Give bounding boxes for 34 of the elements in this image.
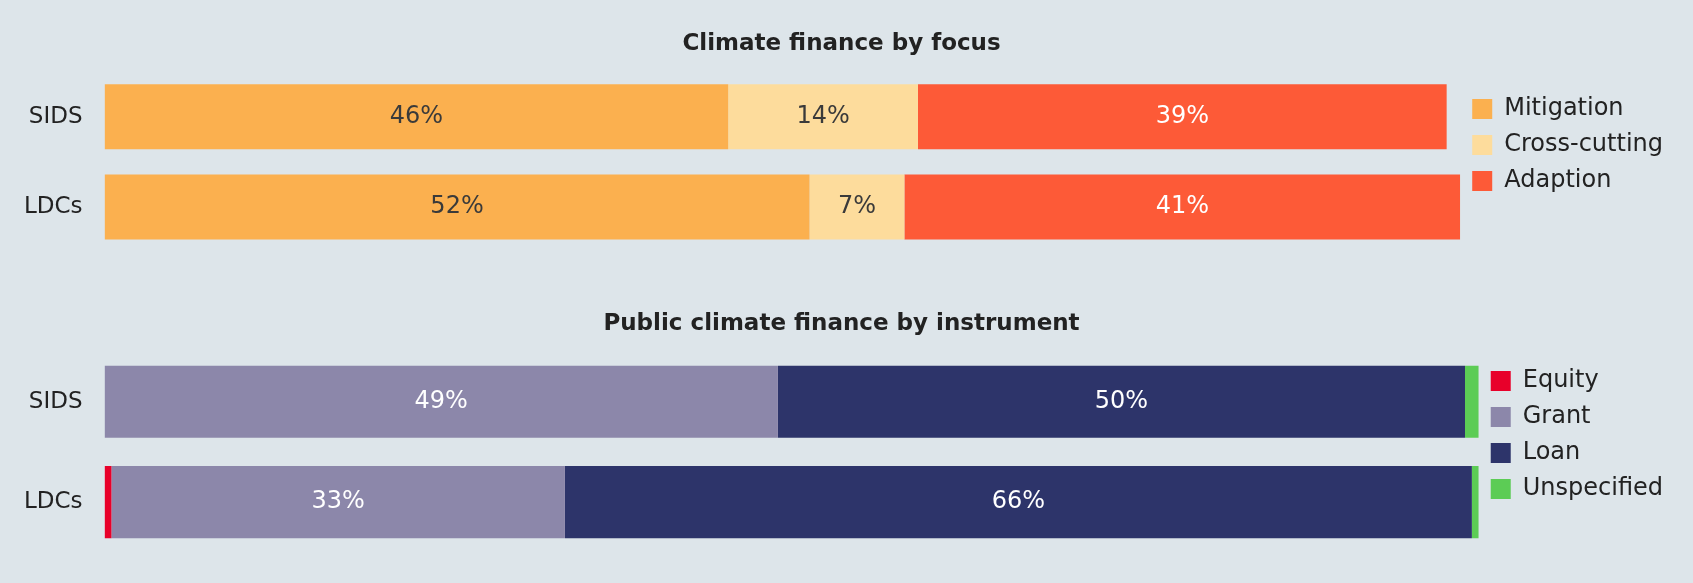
y-tick-label: SIDS [28, 386, 83, 413]
bar [104, 84, 729, 150]
legend-label: Loan [1522, 437, 1581, 466]
legend-label: Grant [1522, 401, 1591, 430]
data-label: 33% [311, 486, 365, 515]
y-tick-label: LDCs [23, 487, 83, 514]
data-label: 46% [389, 100, 444, 129]
bar [809, 174, 905, 240]
y-tick-label: LDCs [23, 192, 83, 219]
y-tick-label: SIDS [28, 101, 83, 128]
bar [904, 174, 1461, 240]
data-label: 39% [1155, 100, 1209, 129]
bar [728, 84, 918, 150]
data-label: 52% [430, 191, 484, 220]
legend-label: Unspecified [1522, 473, 1663, 502]
legend-label: Equity [1522, 365, 1599, 394]
bar [104, 365, 778, 438]
data-label: 41% [1155, 191, 1209, 220]
bar [111, 465, 565, 539]
chart-title: Climate finance by focus [682, 28, 1001, 55]
bar [564, 465, 1472, 539]
legend-label: Mitigation [1504, 93, 1624, 122]
data-label: 14% [796, 100, 850, 129]
bar [104, 174, 810, 240]
data-label: 50% [1094, 385, 1149, 414]
data-label: 66% [991, 486, 1046, 515]
bar [917, 84, 1447, 150]
bar [777, 365, 1465, 438]
bar [1465, 365, 1479, 438]
data-label: 7% [837, 191, 876, 220]
legend-label: Adaption [1504, 165, 1612, 194]
legend-label: Cross-cutting [1504, 129, 1664, 158]
data-label: 49% [414, 385, 468, 414]
chart-title: Public climate finance by instrument [603, 308, 1080, 335]
